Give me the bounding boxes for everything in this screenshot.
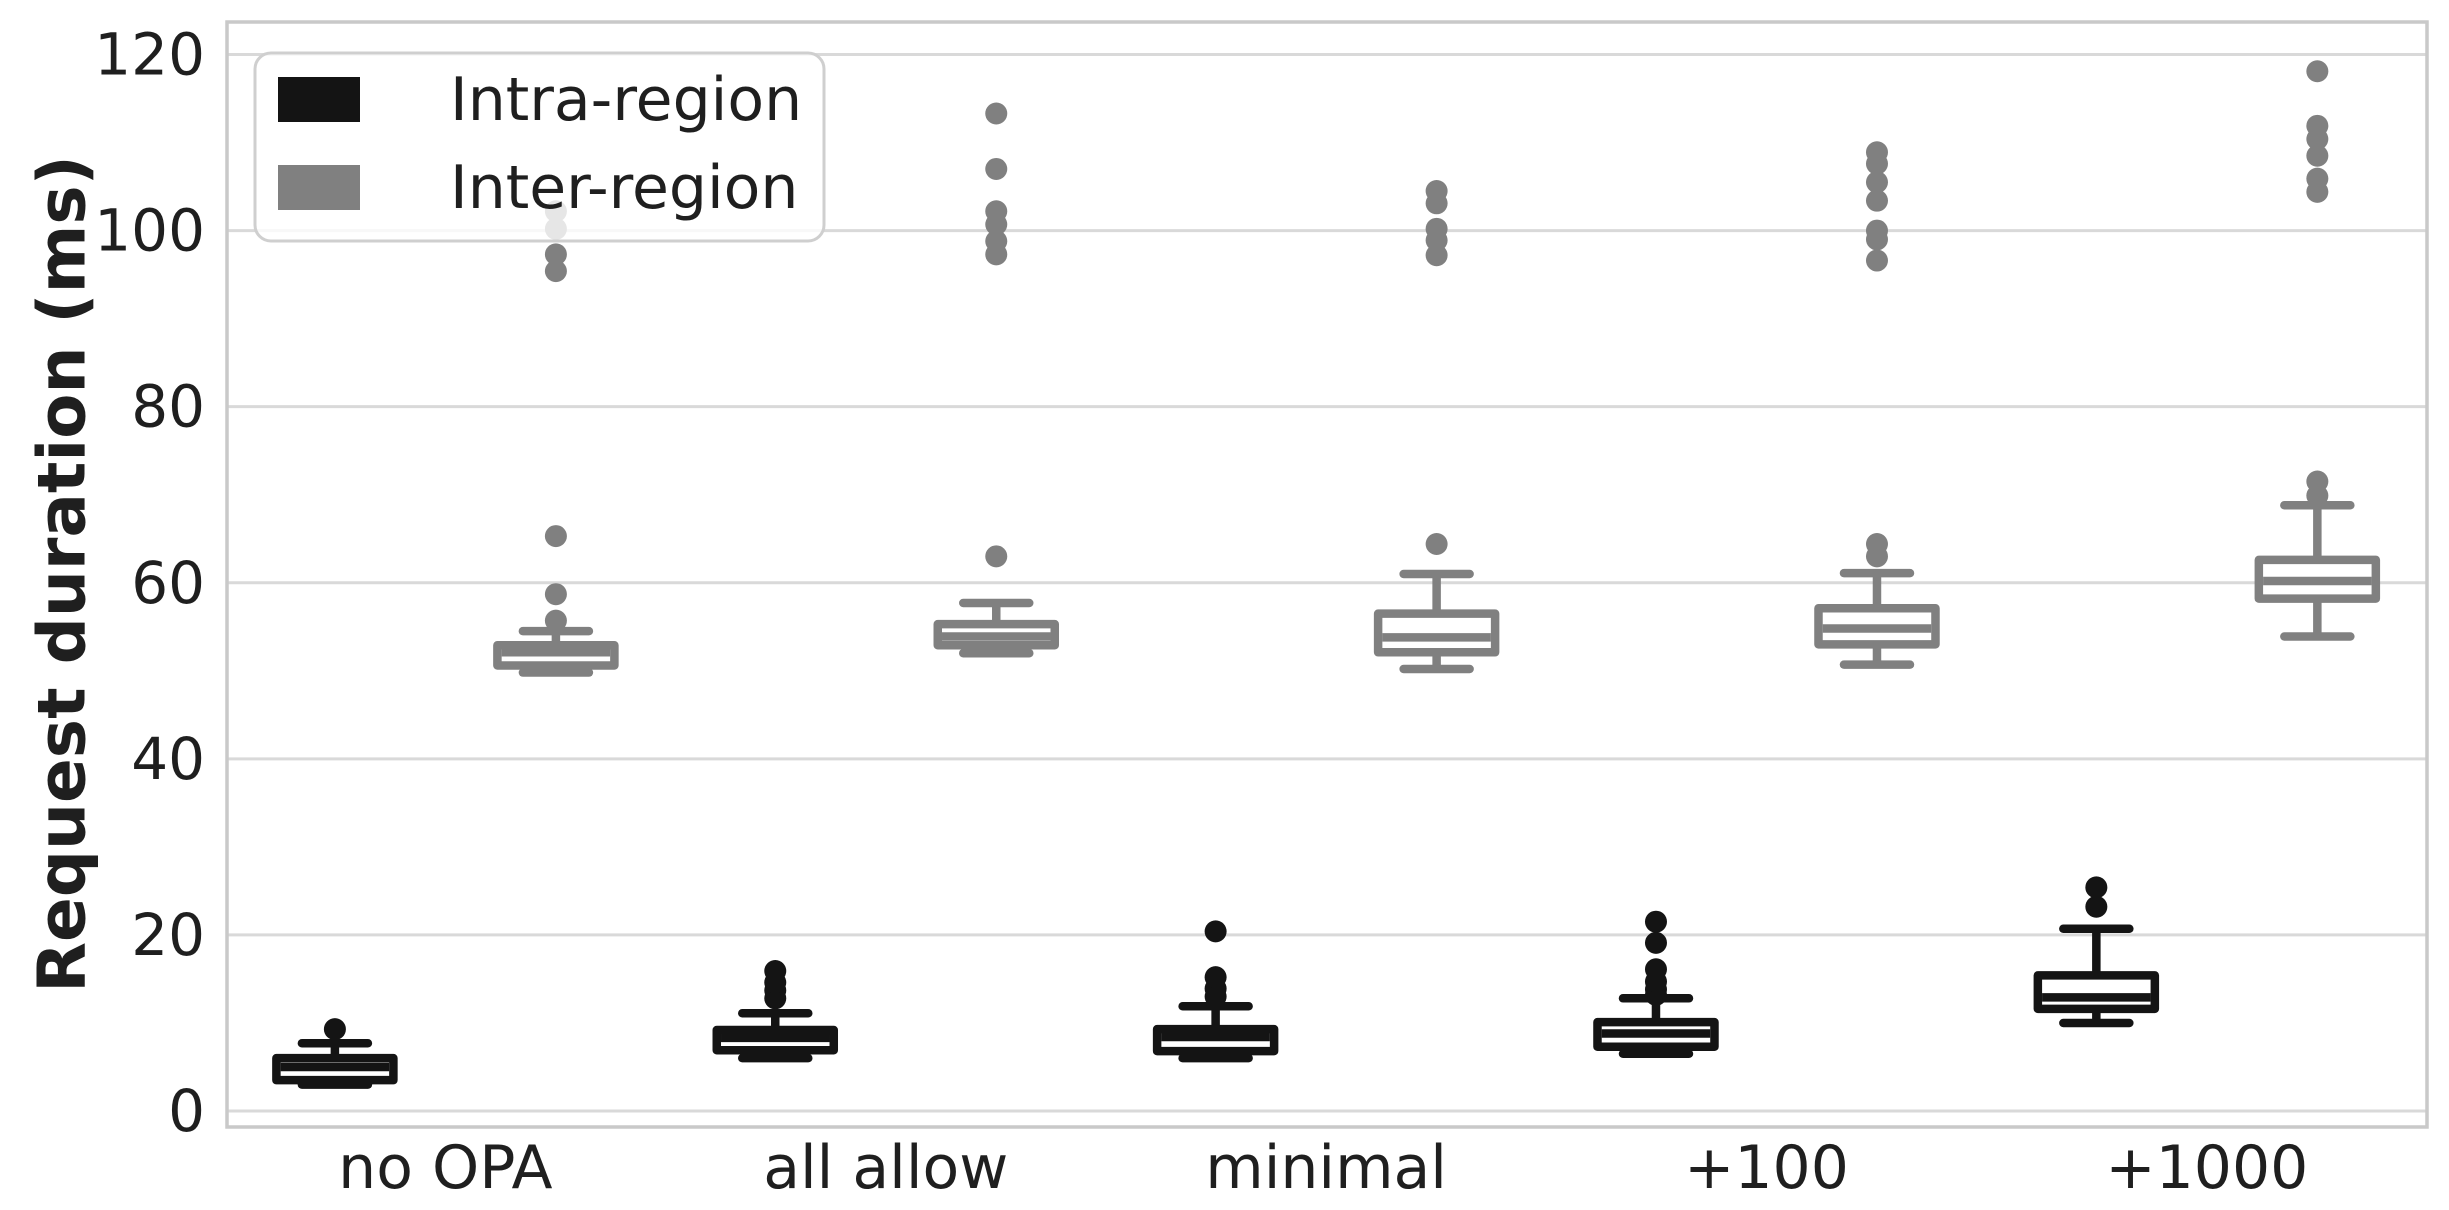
legend-label: Inter-region (450, 153, 798, 223)
outlier-point (985, 200, 1008, 223)
box-intra-region-all-allow (712, 960, 839, 1063)
plot-border (225, 20, 2429, 1129)
outlier-point (544, 583, 567, 606)
y-axis-tick-labels: 0 20 40 60 80 100 120 (94, 21, 205, 1145)
x-axis-tick-labels: no OPA all allow minimal +100 +1000 (338, 1133, 2308, 1203)
x-tick-label: minimal (1205, 1133, 1447, 1203)
outlier-point (1865, 249, 1888, 272)
legend-swatch-intra-region (278, 77, 360, 122)
outlier-point (985, 230, 1008, 253)
series-inter-region (493, 60, 2381, 677)
outlier-point (985, 102, 1008, 125)
outlier-point (544, 260, 567, 283)
legend-label: Intra-region (450, 65, 802, 135)
outlier-point (1865, 189, 1888, 212)
y-tick-label: 120 (94, 21, 205, 89)
box-intra-region-1000 (2033, 876, 2160, 1028)
outlier-point (323, 1018, 346, 1041)
y-tick-label: 100 (94, 197, 205, 265)
outlier-point (1865, 219, 1888, 242)
iqr-box (2033, 971, 2160, 1014)
y-tick-label: 60 (131, 549, 205, 617)
outlier-point (2306, 114, 2329, 137)
outlier-point (1644, 958, 1667, 981)
outlier-point (2306, 60, 2329, 83)
outlier-point (985, 545, 1008, 568)
box-intra-region-no-opa (272, 1018, 398, 1089)
outlier-point (1425, 533, 1448, 556)
box-inter-region-minimal (1373, 179, 1500, 674)
outlier-point (544, 525, 567, 548)
outlier-point (1644, 910, 1667, 933)
outlier-point (1644, 931, 1667, 954)
legend-swatch-inter-region (278, 165, 360, 210)
outlier-point (764, 960, 787, 983)
box-intra-region-minimal (1152, 920, 1279, 1063)
outlier-point (985, 157, 1008, 180)
outlier-point (1865, 533, 1888, 556)
outlier-point (1865, 171, 1888, 194)
y-tick-label: 80 (131, 373, 205, 441)
outlier-point (1204, 920, 1227, 943)
outlier-point (544, 609, 567, 632)
y-tick-label: 20 (131, 901, 205, 969)
y-tick-label: 0 (168, 1077, 205, 1145)
x-tick-label: +1000 (2105, 1133, 2308, 1203)
outlier-point (2085, 876, 2108, 899)
box-intra-region-100 (1593, 910, 1719, 1059)
outlier-point (2085, 895, 2108, 918)
outlier-point (544, 243, 567, 266)
legend-box (253, 51, 826, 243)
series-intra-region (272, 876, 2160, 1089)
outlier-point (2306, 470, 2329, 493)
x-tick-label: all allow (763, 1133, 1008, 1203)
y-tick-label: 40 (131, 725, 205, 793)
legend-entry-intra-region: Intra-region (278, 65, 802, 135)
outlier-point (1865, 141, 1888, 164)
box-inter-region-100 (1814, 141, 1940, 669)
outlier-point (1425, 217, 1448, 240)
y-axis-title: Request duration (ms) (24, 155, 101, 993)
outlier-point (1204, 966, 1227, 989)
legend-entry-inter-region: Inter-region (278, 153, 798, 223)
box-inter-region-all-allow (933, 102, 1060, 658)
iqr-box (1373, 609, 1500, 657)
outlier-point (2306, 144, 2329, 167)
x-tick-label: no OPA (338, 1133, 552, 1203)
legend: Intra-region Inter-region (253, 51, 826, 243)
outlier-point (2306, 167, 2329, 190)
x-tick-label: +100 (1684, 1133, 1849, 1203)
outlier-point (1425, 179, 1448, 202)
gridlines (227, 53, 2427, 1113)
box-inter-region-1000 (2254, 60, 2381, 641)
